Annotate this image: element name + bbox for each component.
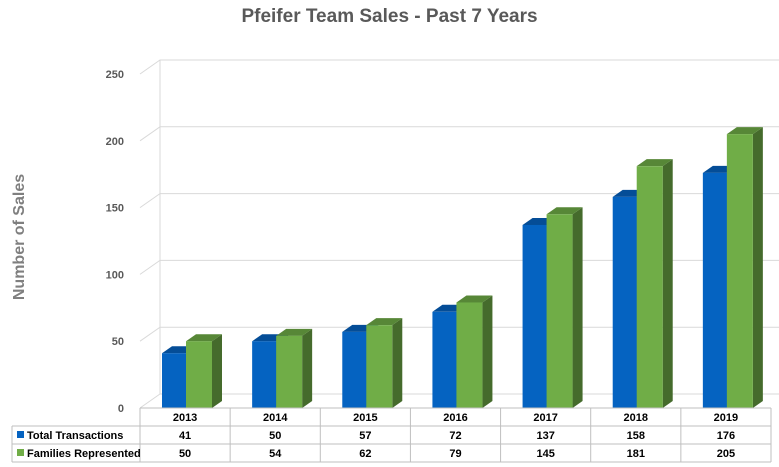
bar	[366, 318, 403, 408]
bar-top	[456, 295, 493, 303]
bar-front	[252, 341, 279, 408]
data-label: 72	[449, 430, 461, 442]
data-label: 62	[359, 448, 371, 460]
bars	[162, 127, 763, 409]
y-axis-ticks: 0 50 100 150 200 250	[106, 69, 124, 415]
x-tick-label: 2014	[263, 412, 288, 424]
x-tick-label: 2015	[353, 412, 377, 424]
bar	[186, 334, 222, 408]
bar	[546, 207, 583, 408]
bar-front	[612, 196, 639, 408]
gridline	[139, 59, 779, 75]
bar-front	[636, 166, 663, 408]
bar	[726, 127, 763, 409]
bar	[636, 159, 673, 408]
bar-top	[366, 318, 403, 326]
y-tick-label: 200	[106, 136, 124, 148]
bar-front	[162, 353, 188, 408]
data-label: 137	[536, 430, 554, 442]
bar-front	[366, 325, 393, 408]
data-label: 176	[717, 430, 735, 442]
gridline	[139, 126, 779, 142]
y-tick-label: 250	[106, 69, 124, 81]
bar-front	[702, 172, 729, 408]
x-tick-label: 2018	[624, 412, 648, 424]
x-tick-label: 2013	[173, 412, 197, 424]
bar-side	[752, 127, 763, 409]
chart-title: Pfeifer Team Sales - Past 7 Years	[241, 6, 538, 27]
data-label: 79	[449, 448, 461, 460]
bar-top	[546, 207, 583, 215]
y-tick-label: 100	[106, 269, 124, 281]
data-label: 57	[359, 430, 371, 442]
bar-side	[302, 328, 313, 408]
legend-label: Families Represented	[27, 448, 141, 460]
bar-front	[522, 224, 549, 408]
bar-front	[726, 134, 753, 408]
bar-front	[546, 214, 573, 408]
x-tick-label: 2017	[533, 412, 557, 424]
legend-swatch	[17, 431, 24, 438]
bar-side	[482, 295, 493, 408]
data-label: 50	[269, 430, 281, 442]
y-tick-label: 0	[118, 403, 124, 415]
bar	[276, 328, 313, 408]
x-tick-label: 2016	[443, 412, 467, 424]
bar-side	[392, 318, 403, 408]
y-tick-label: 150	[106, 203, 124, 215]
gridline	[139, 193, 779, 209]
bar-top	[636, 159, 673, 167]
bar-top	[726, 127, 763, 135]
bar-top	[186, 334, 222, 342]
data-table: 2013 2014 2015 2016 2017 2018 2019 Total Transa…	[11, 407, 772, 463]
bar-front	[276, 335, 303, 408]
bar-side	[212, 334, 222, 408]
data-label: 205	[717, 448, 735, 460]
bar-front	[432, 311, 459, 408]
data-label: 41	[179, 430, 191, 442]
data-label: 54	[269, 448, 282, 460]
y-tick-label: 50	[112, 336, 124, 348]
bar	[456, 295, 493, 408]
bar-front	[342, 331, 369, 408]
x-tick-label: 2019	[714, 412, 738, 424]
legend-label: Total Transactions	[27, 430, 123, 442]
data-label: 145	[536, 448, 554, 460]
bar-top	[276, 328, 313, 336]
data-label: 50	[179, 448, 191, 460]
legend-swatch	[17, 449, 24, 456]
bar-side	[662, 159, 673, 408]
data-label: 158	[627, 430, 645, 442]
bar-side	[572, 207, 583, 408]
data-label: 181	[627, 448, 645, 460]
bar-front	[456, 302, 483, 408]
gridline	[139, 259, 779, 275]
bar-front	[186, 341, 212, 408]
